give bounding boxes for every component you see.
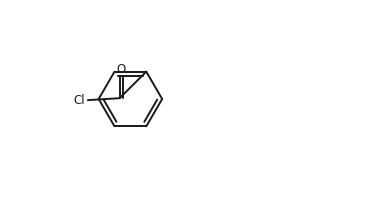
Text: O: O xyxy=(117,63,126,76)
Text: Cl: Cl xyxy=(73,94,85,107)
